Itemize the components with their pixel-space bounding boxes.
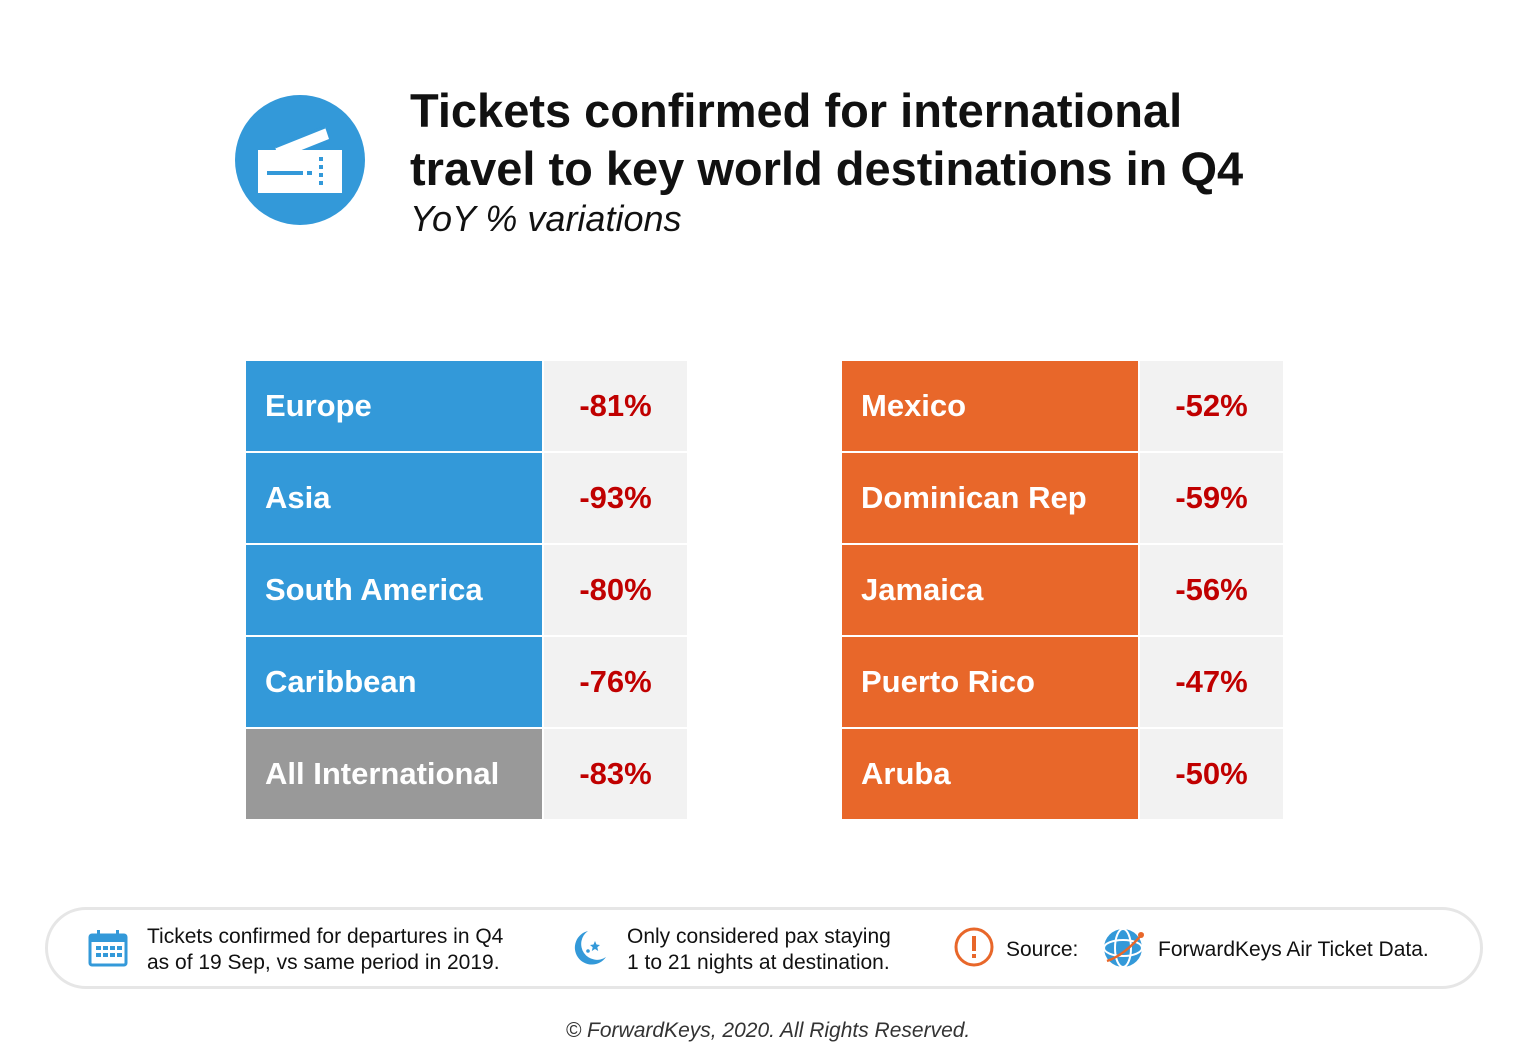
- table-row: Europe -81%: [246, 361, 687, 451]
- footer-notes: Tickets confirmed for departures in Q4 a…: [45, 907, 1483, 989]
- row-value: -93%: [544, 453, 687, 543]
- title-line-1: Tickets confirmed for international: [410, 84, 1183, 137]
- row-value: -47%: [1140, 637, 1283, 727]
- page-subtitle: YoY % variations: [410, 198, 682, 239]
- copyright: © ForwardKeys, 2020. All Rights Reserved…: [565, 1019, 971, 1042]
- caribbean-destinations-table: Mexico -52% Dominican Rep -59% Jamaica -…: [842, 361, 1283, 819]
- row-value: -80%: [544, 545, 687, 635]
- table-row: Aruba -50%: [842, 729, 1283, 819]
- row-label: South America: [246, 545, 542, 635]
- row-value: -59%: [1140, 453, 1283, 543]
- row-label: All International: [246, 729, 542, 819]
- stay-note-line-2: 1 to 21 nights at destination.: [627, 951, 890, 974]
- stay-note: Only considered pax staying 1 to 21 nigh…: [627, 924, 891, 976]
- ticket-icon: [235, 95, 365, 225]
- row-label: Mexico: [842, 361, 1138, 451]
- row-label: Europe: [246, 361, 542, 451]
- row-label: Asia: [246, 453, 542, 543]
- row-label: Dominican Rep: [842, 453, 1138, 543]
- table-row: Jamaica -56%: [842, 545, 1283, 635]
- table-row: Caribbean -76%: [246, 637, 687, 727]
- table-row: Dominican Rep -59%: [842, 453, 1283, 543]
- row-value: -50%: [1140, 729, 1283, 819]
- row-label: Caribbean: [246, 637, 542, 727]
- source-name: ForwardKeys Air Ticket Data.: [1158, 938, 1429, 961]
- calendar-icon: [88, 930, 128, 967]
- table-row: Mexico -52%: [842, 361, 1283, 451]
- row-value: -81%: [544, 361, 687, 451]
- row-label: Jamaica: [842, 545, 1138, 635]
- row-value: -76%: [544, 637, 687, 727]
- row-value: -56%: [1140, 545, 1283, 635]
- row-label: Puerto Rico: [842, 637, 1138, 727]
- exclamation-icon: [954, 927, 994, 967]
- moon-stars-icon: [574, 931, 606, 965]
- stay-note-line-1: Only considered pax staying: [627, 925, 891, 948]
- row-label: Aruba: [842, 729, 1138, 819]
- table-row: South America -80%: [246, 545, 687, 635]
- page-title: Tickets confirmed for international trav…: [410, 82, 1370, 198]
- table-row: All International -83%: [246, 729, 687, 819]
- row-value: -52%: [1140, 361, 1283, 451]
- departures-note: Tickets confirmed for departures in Q4 a…: [147, 924, 503, 976]
- table-row: Asia -93%: [246, 453, 687, 543]
- globe-icon: [1103, 928, 1144, 968]
- source-label: Source:: [1006, 938, 1079, 961]
- departures-note-line-1: Tickets confirmed for departures in Q4: [147, 925, 504, 948]
- departures-note-line-2: as of 19 Sep, vs same period in 2019.: [147, 951, 500, 974]
- regions-table: Europe -81% Asia -93% South America -80%…: [246, 361, 687, 819]
- title-line-2: travel to key world destinations in Q4: [410, 142, 1244, 195]
- table-row: Puerto Rico -47%: [842, 637, 1283, 727]
- row-value: -83%: [544, 729, 687, 819]
